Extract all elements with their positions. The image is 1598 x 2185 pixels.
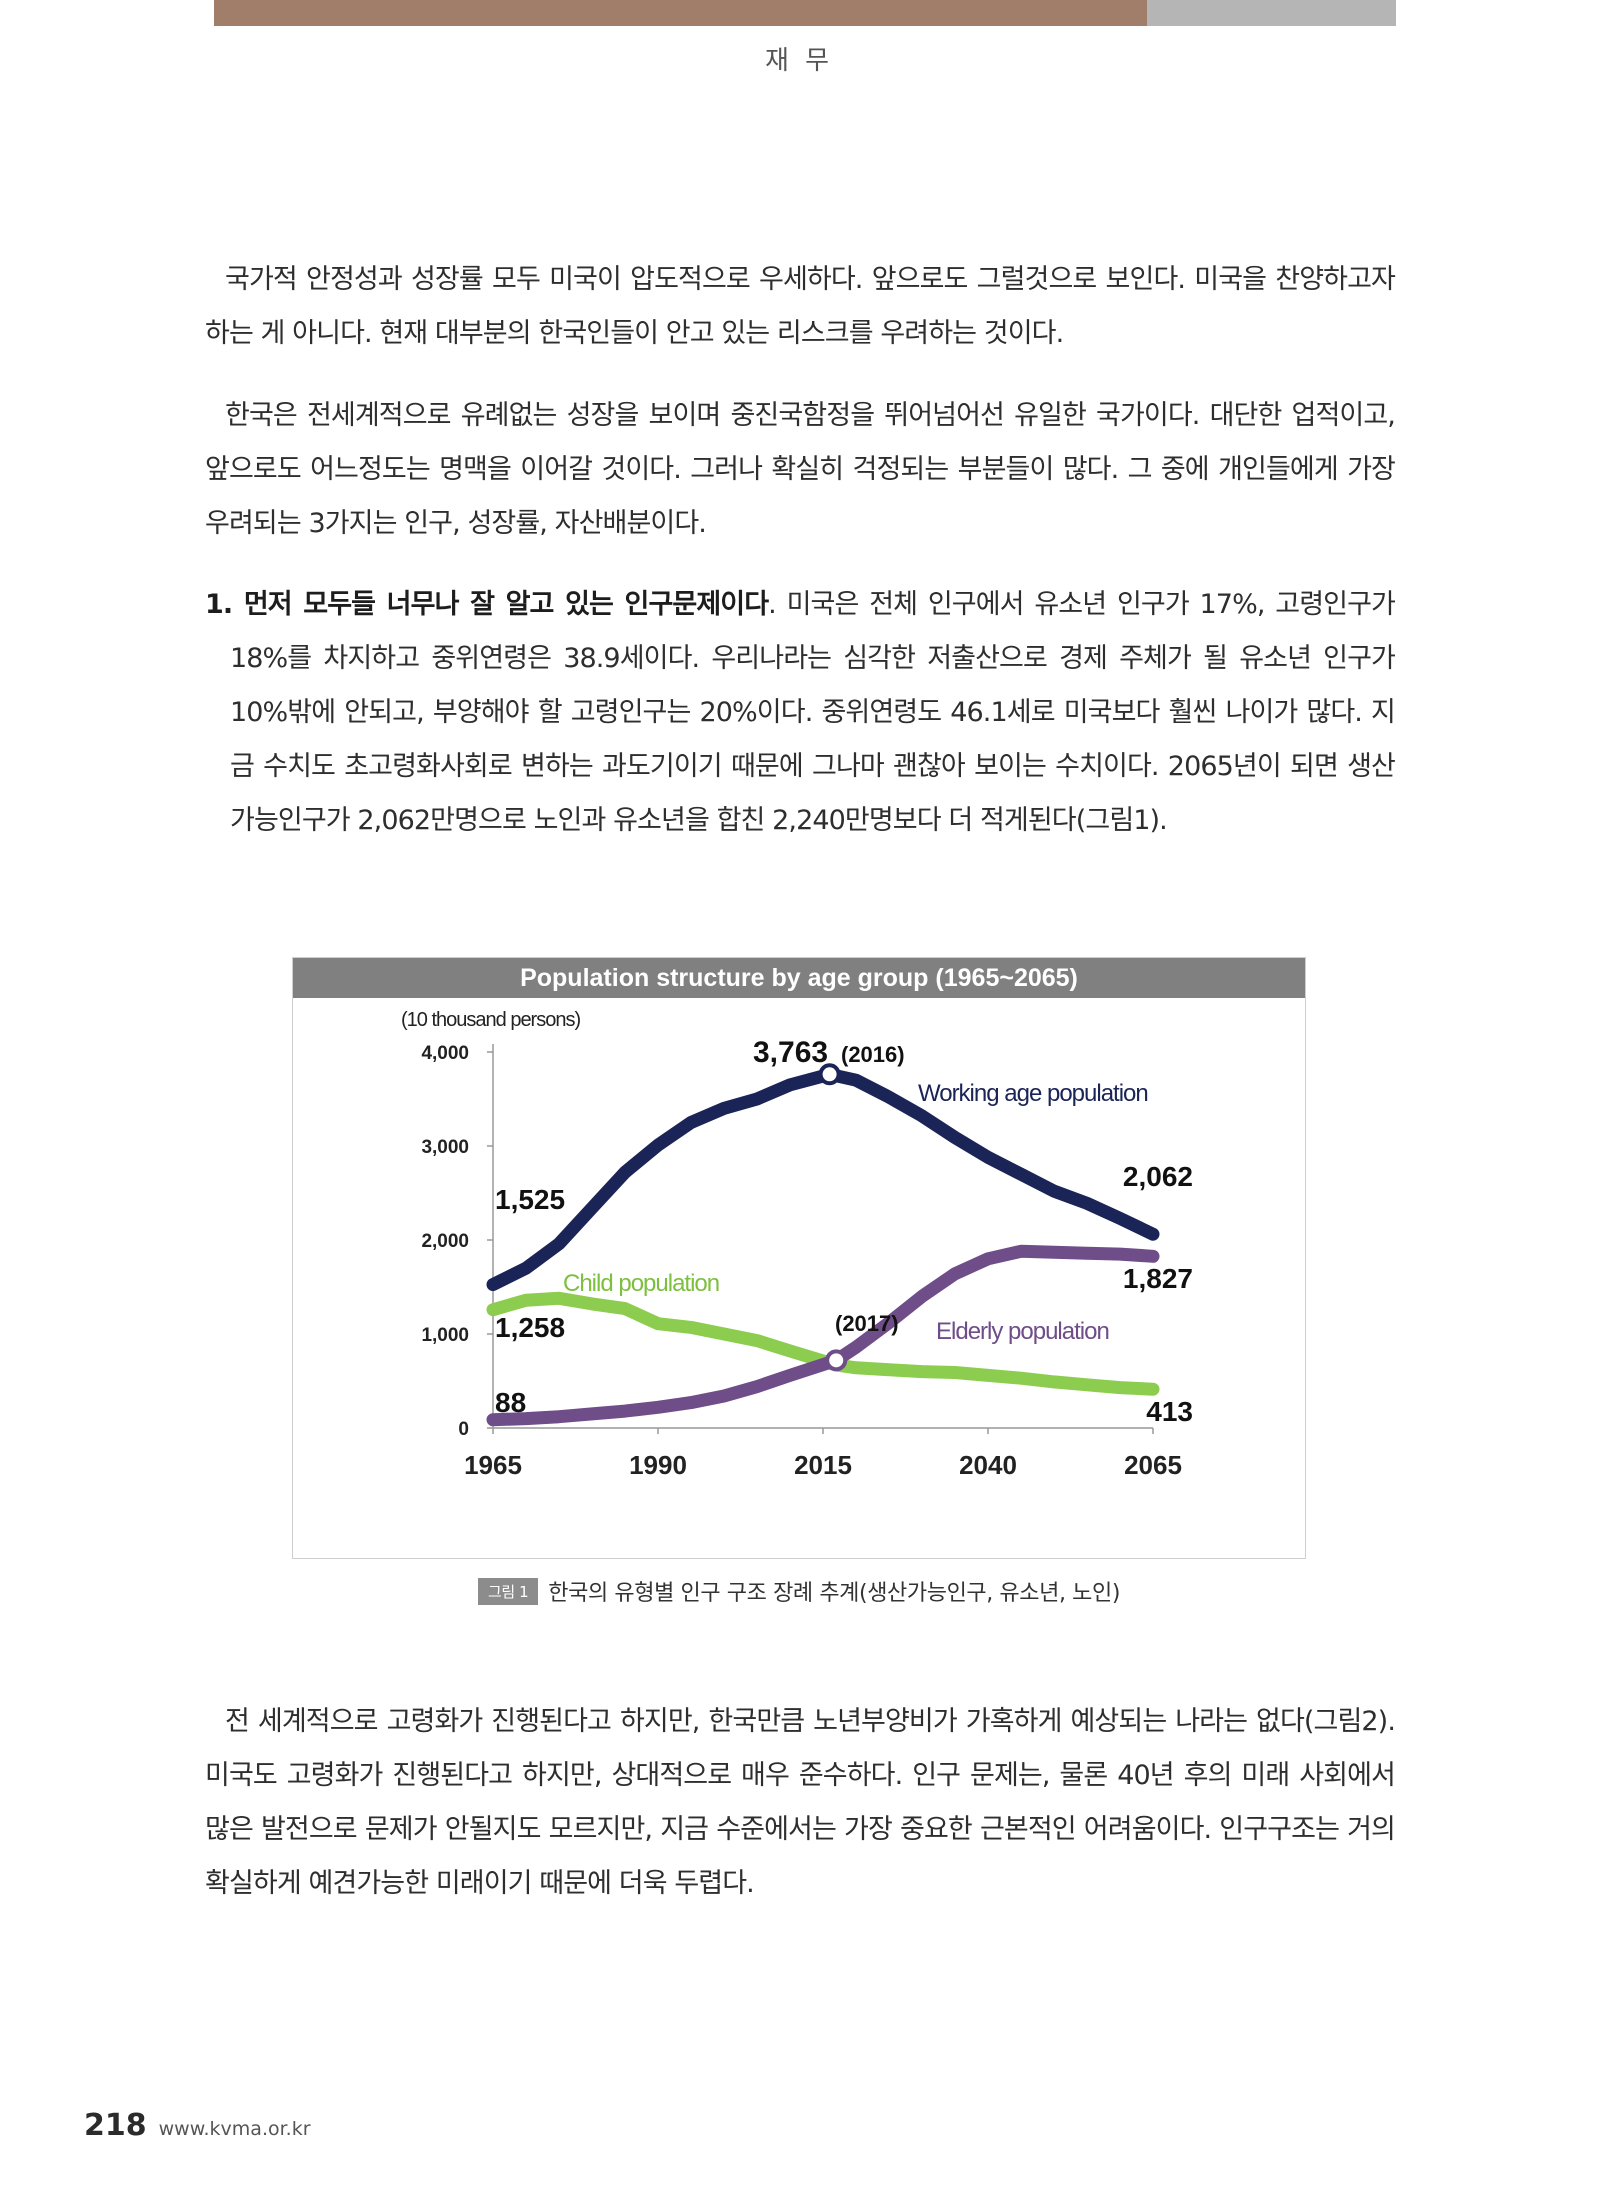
numbered-item-1-text: 1. 먼저 모두들 너무나 잘 알고 있는 인구문제이다. 미국은 전체 인구에… [205, 578, 1396, 848]
annotation-working-start: 1,525 [495, 1184, 565, 1215]
annotation-working-end: 2,062 [1123, 1161, 1193, 1192]
x-tick-label: 2015 [794, 1450, 852, 1480]
chart-labels: Working age population Child population El… [495, 1036, 1193, 1427]
y-tick-label: 2,000 [421, 1231, 469, 1252]
paragraph-1: 국가적 안정성과 성장률 모두 미국이 압도적으로 우세하다. 앞으로도 그럴것… [205, 253, 1396, 361]
paragraph-4: 전 세계적으로 고령화가 진행된다고 하지만, 한국만큼 노년부양비가 가혹하게… [205, 1695, 1396, 1911]
figure-tag: 그림 1 [477, 1578, 539, 1605]
annotation-elderly-start: 88 [495, 1387, 526, 1418]
y-tick-label: 4,000 [421, 1043, 469, 1064]
series-name-working: Working age population [918, 1080, 1148, 1107]
peak-marker [818, 1063, 841, 1086]
top-bar-brown [214, 0, 1147, 26]
chart-title: Population structure by age group (1965~… [520, 964, 1078, 992]
series-name-child: Child population [563, 1270, 719, 1297]
item-1-heading: 1. 먼저 모두들 너무나 잘 알고 있는 인구문제이다 [205, 589, 769, 620]
annotation-crossover-year: (2017) [835, 1311, 899, 1336]
chart-axes: 0 1,000 2,000 3,000 4,000 1965 1990 2015 2040 206… [421, 1043, 1181, 1480]
x-tick-label: 1990 [629, 1450, 687, 1480]
y-tick-label: 1,000 [421, 1325, 469, 1346]
numbered-item-1: 1. 먼저 모두들 너무나 잘 알고 있는 인구문제이다. 미국은 전체 인구에… [205, 578, 1396, 848]
y-tick-label: 3,000 [421, 1137, 469, 1158]
y-tick-label: 0 [458, 1419, 469, 1440]
population-chart: Population structure by age group (1965~… [292, 957, 1306, 1559]
footer-url: www.kvma.or.kr [158, 2118, 311, 2140]
paragraph-2-text: 한국은 전세계적으로 유례없는 성장을 보이며 중진국함정을 뛰어넘어선 유일한… [205, 400, 1396, 539]
chart-series-lines [486, 1067, 1160, 1427]
item-1-body: . 미국은 전체 인구에서 유소년 인구가 17%, 고령인구가 18%를 차지… [230, 589, 1396, 836]
annotation-peak-value: 3,763 [753, 1036, 828, 1069]
annotation-child-start: 1,258 [495, 1312, 565, 1343]
x-tick-label: 2065 [1124, 1450, 1182, 1480]
chart-title-bar [293, 958, 1305, 998]
population-chart-svg: Population structure by age group (1965~… [293, 958, 1305, 1480]
series-name-elderly: Elderly population [936, 1318, 1109, 1345]
annotation-elderly-end: 1,827 [1123, 1263, 1193, 1294]
y-axis-unit-label: (10 thousand persons) [401, 1009, 580, 1031]
top-bar-gray [1147, 0, 1396, 26]
annotation-child-end: 413 [1146, 1396, 1193, 1427]
annotation-peak-year: (2016) [841, 1042, 905, 1067]
x-tick-label: 2040 [959, 1450, 1017, 1480]
crossover-marker [825, 1349, 848, 1372]
figure-caption-text: 한국의 유형별 인구 구조 장례 추계(생산가능인구, 유소년, 노인) [548, 1581, 1121, 1606]
figure-caption: 그림 1 한국의 유형별 인구 구조 장례 추계(생산가능인구, 유소년, 노인) [0, 1575, 1598, 1607]
section-title: 재 무 [764, 46, 834, 76]
page-number: 218 [84, 2108, 147, 2143]
paragraph-4-text: 전 세계적으로 고령화가 진행된다고 하지만, 한국만큼 노년부양비가 가혹하게… [205, 1706, 1396, 1899]
paragraph-1-text: 국가적 안정성과 성장률 모두 미국이 압도적으로 우세하다. 앞으로도 그럴것… [205, 264, 1396, 349]
x-tick-label: 1965 [464, 1450, 522, 1480]
page-footer: 218 www.kvma.or.kr [84, 2108, 311, 2143]
top-color-bar [214, 0, 1396, 26]
paragraph-2: 한국은 전세계적으로 유례없는 성장을 보이며 중진국함정을 뛰어넘어선 유일한… [205, 389, 1396, 551]
